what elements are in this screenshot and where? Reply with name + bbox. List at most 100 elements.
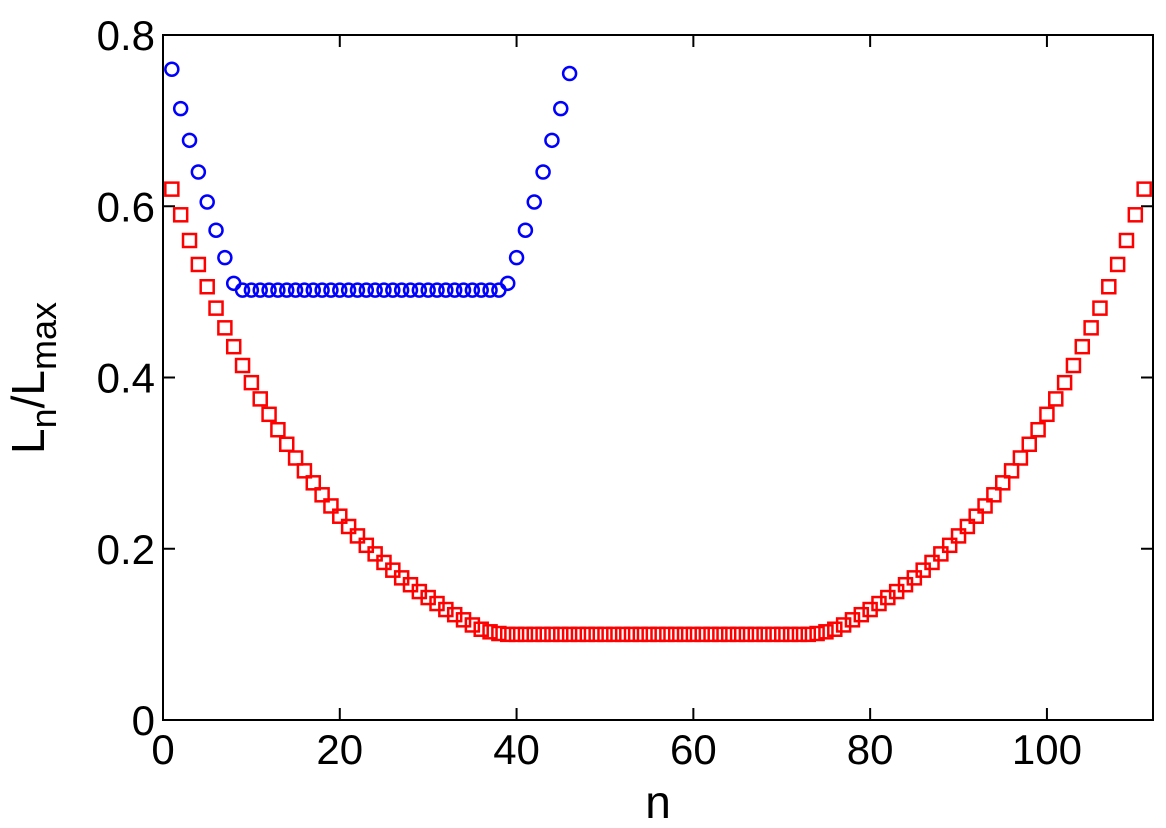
circle-point (526, 194, 542, 210)
square-point (464, 617, 481, 633)
square-point (544, 626, 560, 643)
circle-point (429, 282, 445, 298)
square-point (287, 450, 304, 466)
square-point (1048, 391, 1064, 407)
circle-point (508, 249, 525, 266)
square-point (1003, 463, 1020, 479)
circle-point (340, 282, 357, 298)
square-point (632, 626, 649, 643)
square-point (588, 626, 604, 643)
circle-point (438, 282, 454, 298)
y-tick-label: 0.6 (97, 183, 155, 230)
square-point (1030, 421, 1046, 438)
square-point (950, 528, 967, 544)
circle-point (455, 282, 472, 298)
square-point (818, 624, 834, 640)
square-point (676, 626, 693, 643)
circle-point (544, 132, 560, 149)
circle-point (305, 282, 322, 298)
square-point (782, 626, 799, 643)
square-point (774, 626, 790, 643)
square-point (1065, 357, 1082, 374)
square-point (323, 498, 339, 514)
square-point (455, 612, 472, 628)
square-point (491, 625, 507, 642)
circle-point (464, 282, 481, 298)
square-point (1136, 181, 1152, 197)
square-point (482, 624, 498, 640)
square-point (729, 626, 746, 643)
square-point (641, 626, 657, 643)
square-point (597, 626, 613, 643)
square-point (367, 546, 383, 562)
square-point (561, 626, 578, 643)
circle-point (181, 132, 198, 149)
y-tick-label: 0.4 (97, 355, 155, 402)
circle-point (199, 194, 215, 210)
square-point (986, 487, 1002, 503)
square-point (853, 606, 870, 623)
square-point (1127, 207, 1144, 223)
square-point (614, 626, 631, 643)
x-axis-label: n (645, 776, 671, 828)
square-point (553, 626, 569, 643)
square-point (473, 621, 489, 637)
square-point (659, 626, 675, 643)
square-point (314, 487, 330, 503)
square-point (438, 601, 454, 618)
circle-point (243, 282, 260, 298)
circle-point (499, 275, 516, 292)
x-tick-label: 40 (493, 726, 540, 773)
circle-point (367, 282, 383, 298)
square-point (703, 626, 719, 643)
square-point (738, 626, 755, 643)
square-point (694, 626, 710, 643)
circle-point (296, 282, 313, 298)
circle-point (358, 282, 375, 298)
square-point (1021, 436, 1037, 453)
circle-point (208, 222, 224, 238)
circle-point (234, 282, 251, 298)
x-tick-label: 100 (1012, 726, 1082, 773)
square-point (181, 232, 198, 249)
circle-point (287, 282, 304, 298)
circle-series (164, 61, 578, 298)
circle-point (402, 282, 419, 298)
square-point (756, 626, 772, 643)
x-tick-label: 0 (151, 726, 174, 773)
plot-area (162, 34, 1154, 721)
circle-point (172, 100, 189, 117)
circle-point (517, 222, 534, 238)
square-point (279, 436, 295, 453)
y-tick-label: 0 (132, 697, 155, 744)
square-point (1118, 232, 1135, 249)
circle-point (482, 282, 498, 298)
square-point (685, 626, 702, 643)
square-point (1056, 374, 1073, 391)
square-point (172, 207, 189, 223)
circle-point (270, 282, 286, 298)
square-point (296, 463, 313, 479)
circle-point (420, 282, 436, 298)
square-point (358, 537, 375, 554)
square-point (190, 256, 207, 273)
y-tick-label: 0.8 (97, 12, 155, 59)
square-point (535, 626, 551, 643)
square-point (712, 626, 728, 643)
x-tick-label: 20 (316, 726, 363, 773)
circle-point (376, 282, 392, 298)
circle-point (411, 282, 428, 298)
square-point (208, 300, 224, 316)
y-label-main: L (2, 428, 54, 454)
square-point (977, 498, 993, 514)
square-point (791, 626, 808, 643)
axis-ticks: 0 20 40 60 80 100 0 0.2 0.4 0.6 0.8 (97, 12, 1153, 773)
circle-point (446, 282, 463, 298)
square-point (517, 626, 534, 643)
square-point (994, 475, 1011, 491)
circle-point (473, 282, 489, 298)
svg-text:Ln/Lmax: Ln/Lmax (2, 302, 64, 454)
square-point (349, 528, 366, 544)
circle-point (323, 282, 339, 298)
